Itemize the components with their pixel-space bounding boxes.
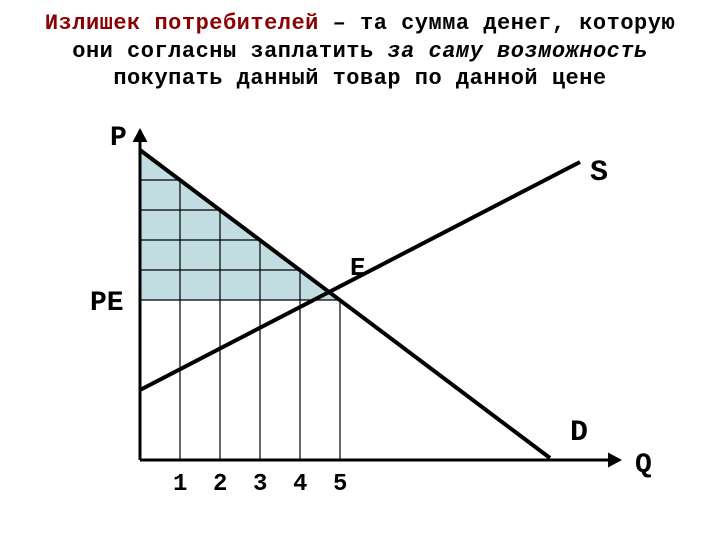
- chart-container: P Q PE 12345 E D S: [60, 110, 660, 530]
- supply-label: S: [590, 156, 608, 190]
- y-axis-arrow-icon: [133, 128, 148, 142]
- demand-curve: [140, 150, 550, 458]
- equilibrium-label: E: [350, 253, 366, 283]
- x-axis-arrow-icon: [608, 453, 622, 468]
- demand-label: D: [570, 416, 588, 450]
- x-tick-label: 4: [293, 471, 307, 498]
- title-italic: за саму возможность: [387, 39, 647, 64]
- x-tick-label: 5: [333, 471, 347, 498]
- x-tick-label: 3: [253, 471, 267, 498]
- title-highlight: Излишек потребителей: [45, 11, 319, 36]
- pe-label: PE: [90, 288, 124, 319]
- slide-title: Излишек потребителей – та сумма денег, к…: [40, 10, 680, 93]
- y-axis-label: P: [110, 123, 127, 154]
- supply-demand-chart: P Q PE 12345 E D S: [60, 110, 660, 530]
- x-tick-label: 2: [213, 471, 227, 498]
- x-tick-label: 1: [173, 471, 187, 498]
- x-axis-label: Q: [635, 450, 652, 481]
- title-part2: покупать данный товар по данной цене: [113, 66, 606, 91]
